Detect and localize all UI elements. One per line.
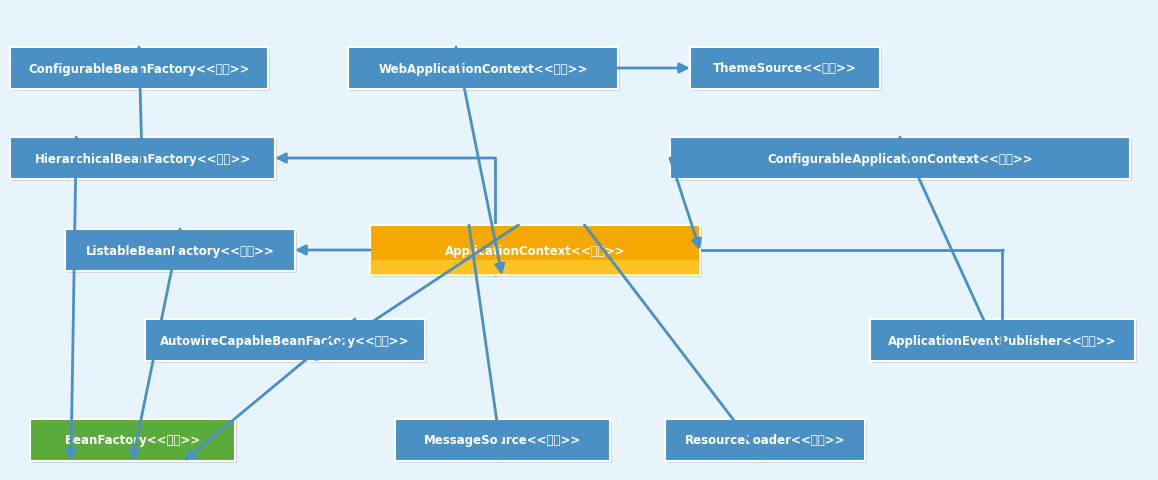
FancyBboxPatch shape	[145, 319, 425, 361]
FancyBboxPatch shape	[371, 261, 699, 276]
Text: ListableBeanFactory<<接口>>: ListableBeanFactory<<接口>>	[86, 244, 274, 257]
FancyBboxPatch shape	[395, 419, 610, 461]
Text: BeanFactory<<接口>>: BeanFactory<<接口>>	[65, 433, 200, 446]
Text: MessageSource<<接口>>: MessageSource<<接口>>	[424, 433, 581, 446]
FancyBboxPatch shape	[147, 321, 427, 363]
FancyBboxPatch shape	[30, 419, 235, 461]
Text: HierarchicalBeanFactory<<接口>>: HierarchicalBeanFactory<<接口>>	[35, 152, 250, 165]
Text: ResourceLoader<<接口>>: ResourceLoader<<接口>>	[684, 433, 845, 446]
FancyBboxPatch shape	[372, 228, 702, 277]
FancyBboxPatch shape	[10, 48, 267, 90]
FancyBboxPatch shape	[672, 140, 1133, 181]
FancyBboxPatch shape	[397, 421, 611, 463]
Text: ThemeSource<<接口>>: ThemeSource<<接口>>	[713, 62, 857, 75]
Text: ApplicationEventPublisher<<接口>>: ApplicationEventPublisher<<接口>>	[888, 334, 1116, 347]
FancyBboxPatch shape	[870, 319, 1135, 361]
Text: ApplicationContext<<接口>>: ApplicationContext<<接口>>	[445, 244, 625, 257]
FancyBboxPatch shape	[665, 419, 865, 461]
Text: ConfigurableApplicationContext<<接口>>: ConfigurableApplicationContext<<接口>>	[768, 152, 1033, 165]
FancyBboxPatch shape	[371, 226, 699, 276]
FancyBboxPatch shape	[349, 48, 618, 90]
FancyBboxPatch shape	[12, 50, 270, 92]
FancyBboxPatch shape	[667, 421, 867, 463]
FancyBboxPatch shape	[872, 321, 1137, 363]
FancyBboxPatch shape	[65, 229, 295, 271]
FancyBboxPatch shape	[10, 138, 274, 180]
FancyBboxPatch shape	[67, 231, 296, 274]
FancyBboxPatch shape	[12, 140, 277, 181]
FancyBboxPatch shape	[670, 138, 1130, 180]
FancyBboxPatch shape	[32, 421, 237, 463]
FancyBboxPatch shape	[350, 50, 620, 92]
Text: WebApplicationContext<<接口>>: WebApplicationContext<<接口>>	[379, 62, 588, 75]
Text: AutowireCapableBeanFactory<<接口>>: AutowireCapableBeanFactory<<接口>>	[160, 334, 410, 347]
FancyBboxPatch shape	[690, 48, 880, 90]
FancyBboxPatch shape	[692, 50, 882, 92]
Text: ConfigurableBeanFactory<<接口>>: ConfigurableBeanFactory<<接口>>	[28, 62, 250, 75]
